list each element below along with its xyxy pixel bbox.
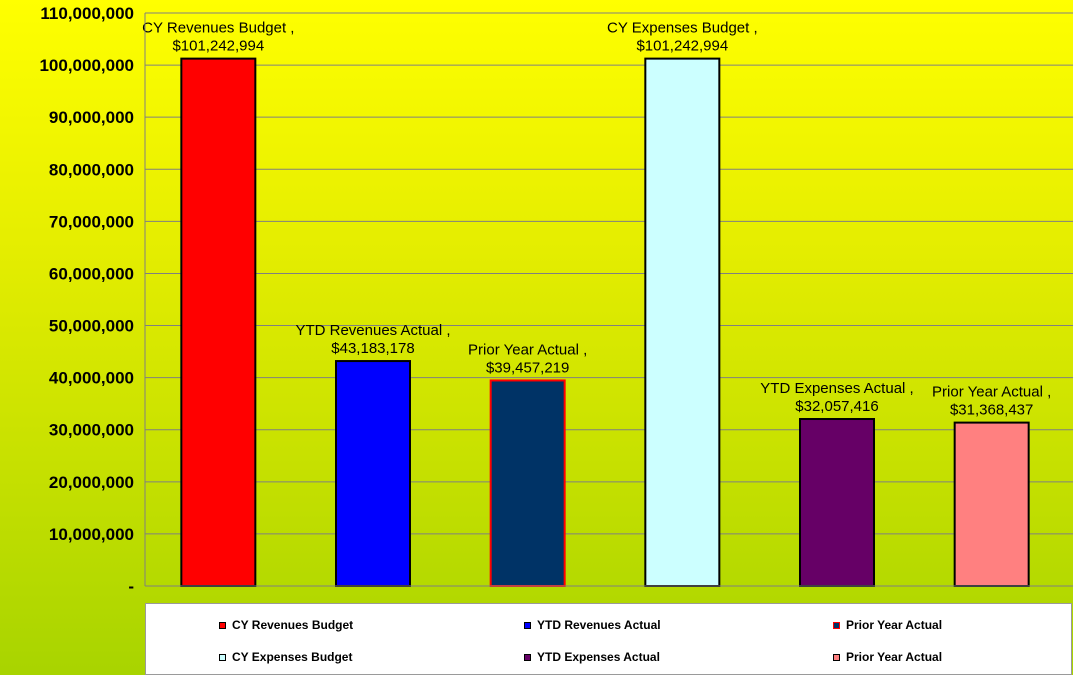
legend-label: YTD Revenues Actual — [537, 618, 661, 632]
y-tick-label: 60,000,000 — [49, 264, 134, 283]
bars — [180, 57, 1030, 588]
bar — [953, 421, 1030, 588]
bar — [644, 57, 721, 588]
legend-label: CY Revenues Budget — [232, 618, 354, 632]
y-tick-label: 80,000,000 — [49, 160, 134, 179]
legend-item: CY Expenses Budget — [219, 650, 352, 664]
bar-data-label: YTD Expenses Actual , $32,057,416 — [760, 380, 913, 415]
y-tick-label: 90,000,000 — [49, 108, 134, 127]
y-tick-label: 40,000,000 — [49, 369, 134, 388]
bar — [335, 360, 411, 587]
y-tick-label: 70,000,000 — [49, 212, 134, 231]
y-tick-label: 100,000,000 — [39, 56, 134, 75]
legend-item: CY Revenues Budget — [219, 618, 353, 632]
y-tick-label: 20,000,000 — [49, 473, 134, 492]
legend-swatch — [833, 621, 840, 629]
bar-data-label: YTD Revenues Actual , $43,183,178 — [295, 322, 450, 357]
gridlines — [145, 12, 1073, 535]
data-labels: CY Revenues Budget , $101,242,994 YTD Reve… — [142, 20, 1051, 419]
legend-swatch — [219, 621, 226, 629]
legend-item: Prior Year Actual — [833, 650, 942, 664]
legend-item: Prior Year Actual — [833, 618, 942, 632]
bar-data-label: CY Expenses Budget , $101,242,994 — [607, 20, 758, 55]
legend-label: Prior Year Actual — [846, 650, 943, 664]
bar — [180, 57, 257, 588]
y-axis-tick-labels: - 10,000,000 20,000,000 30,000,000 40,000,00… — [39, 4, 134, 596]
y-tick-label: - — [128, 577, 134, 596]
y-tick-label: 50,000,000 — [49, 317, 134, 336]
bar-data-label: Prior Year Actual , $31,368,437 — [932, 384, 1051, 419]
legend-label: YTD Expenses Actual — [537, 650, 660, 664]
legend-label: Prior Year Actual — [846, 618, 943, 632]
chart-legend: CY Revenues Budget YTD Revenues Actual Pri… — [145, 603, 1072, 675]
legend-swatch — [833, 653, 840, 661]
bar — [489, 379, 566, 587]
y-tick-label: 30,000,000 — [49, 421, 134, 440]
legend-swatch — [219, 653, 226, 661]
y-tick-label: 10,000,000 — [49, 525, 134, 544]
legend-item: YTD Expenses Actual — [524, 650, 660, 664]
bar-chart: - 10,000,000 20,000,000 30,000,000 40,000,00… — [39, 4, 1073, 596]
bar-data-label: Prior Year Actual , $39,457,219 — [468, 341, 587, 376]
bar-data-label: CY Revenues Budget , $101,242,994 — [142, 20, 294, 55]
legend-swatch — [524, 653, 531, 661]
bar — [799, 418, 875, 587]
legend-swatch — [524, 621, 531, 629]
y-tick-label: 110,000,000 — [40, 4, 134, 23]
legend-label: CY Expenses Budget — [232, 650, 353, 664]
legend-item: YTD Revenues Actual — [524, 618, 661, 632]
